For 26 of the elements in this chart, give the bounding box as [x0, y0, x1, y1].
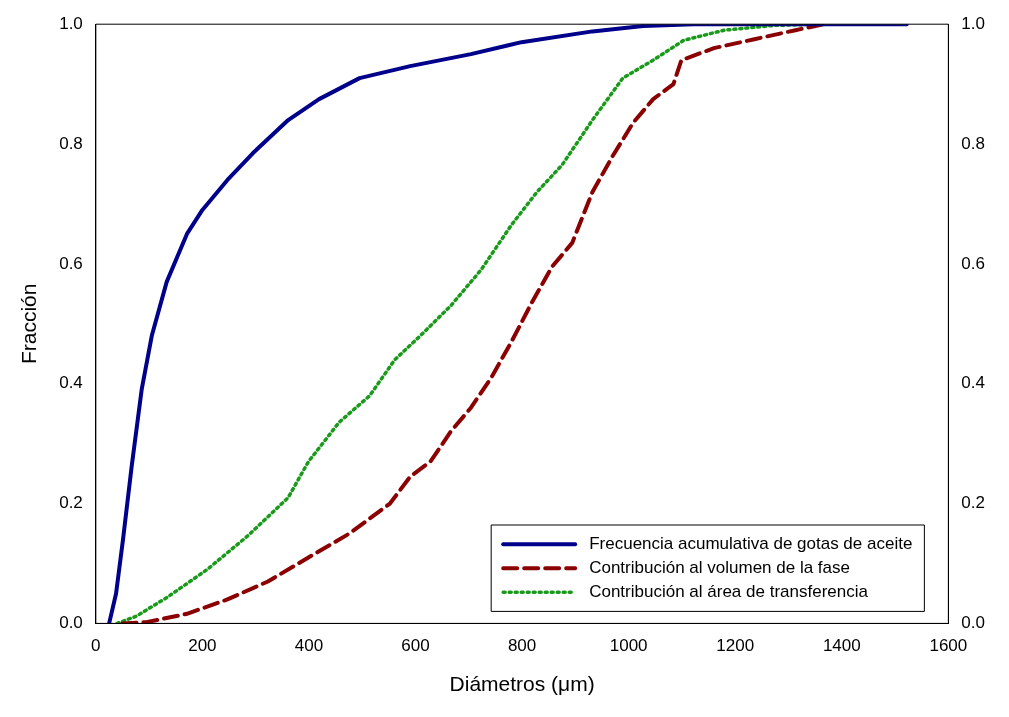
x-tick-label: 1000: [609, 636, 648, 656]
x-tick-label: 600: [401, 636, 430, 656]
y-tick-label: 0.0: [59, 613, 83, 633]
y2-tick-label: 0.0: [961, 613, 986, 633]
y2-tick-label: 0.2: [961, 493, 986, 513]
y2-tick-label: 0.8: [961, 133, 986, 153]
x-tick-label: 1400: [822, 636, 861, 656]
x-tick-label: 1600: [929, 636, 968, 656]
y-tick-label: 0.2: [59, 493, 83, 513]
y-axis-title: Fracción: [17, 283, 41, 365]
legend-label: Frecuencia acumulativa de gotas de aceite: [589, 533, 913, 553]
y2-tick-label: 0.4: [961, 373, 986, 393]
legend-label: Contribución al área de transferencia: [589, 581, 869, 601]
x-tick-label: 800: [507, 636, 537, 656]
y2-tick-label: 0.6: [961, 253, 986, 273]
y-tick-label: 0.8: [59, 133, 83, 153]
x-tick-label: 400: [294, 636, 324, 656]
legend-label: Contribución al volumen de la fase: [589, 557, 850, 577]
x-tick-label: 200: [188, 636, 217, 656]
y-tick-label: 0.6: [59, 253, 83, 273]
x-tick-label: 0: [91, 636, 101, 656]
x-tick-label: 1200: [716, 636, 755, 656]
x-axis-title: Diámetros (μm): [449, 672, 595, 696]
y-tick-label: 0.4: [59, 373, 83, 393]
y2-tick-label: 1.0: [961, 13, 986, 33]
y-tick-label: 1.0: [59, 13, 83, 33]
